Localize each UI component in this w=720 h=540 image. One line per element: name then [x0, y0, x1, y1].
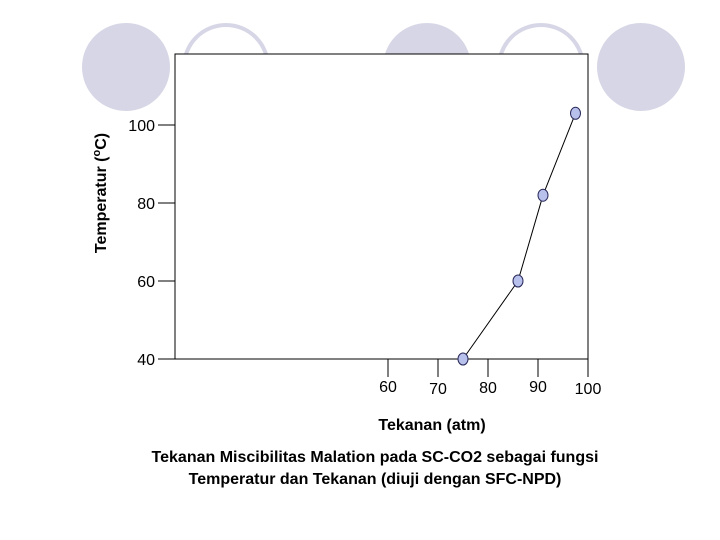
y-tick-label: 80 — [137, 196, 155, 213]
data-markers — [457, 106, 581, 366]
data-point — [537, 188, 549, 202]
x-tick-label: 80 — [479, 380, 497, 397]
y-axis: 40 60 80 100 — [128, 118, 175, 369]
x-tick-label: 60 — [379, 379, 397, 396]
data-point — [570, 106, 581, 120]
plot-area — [174, 53, 589, 360]
x-tick-label: 70 — [429, 381, 447, 398]
figure-caption-line-1: Tekanan Miscibilitas Malation pada SC-CO… — [151, 449, 599, 466]
y-tick-label: 60 — [137, 274, 155, 291]
x-axis-label: Tekanan (atm) — [378, 417, 485, 434]
data-point — [512, 274, 524, 288]
data-point — [457, 352, 469, 366]
y-tick-label: 40 — [137, 352, 155, 369]
figure-caption-line-2: Temperatur dan Tekanan (diuji dengan SFC… — [188, 471, 562, 488]
x-axis: 60 70 80 90 100 — [379, 359, 601, 398]
y-tick-label: 100 — [128, 118, 155, 135]
x-tick-label: 100 — [575, 381, 602, 398]
decorative-circle — [597, 23, 685, 111]
y-axis-label: Temperatur (oC) — [91, 133, 110, 253]
decorative-circle — [82, 23, 170, 111]
chart: 40 60 80 100 60 70 80 90 100 Temperatur (oC) Te… — [91, 53, 601, 434]
series-line — [462, 113, 576, 360]
x-tick-label: 90 — [529, 379, 547, 396]
